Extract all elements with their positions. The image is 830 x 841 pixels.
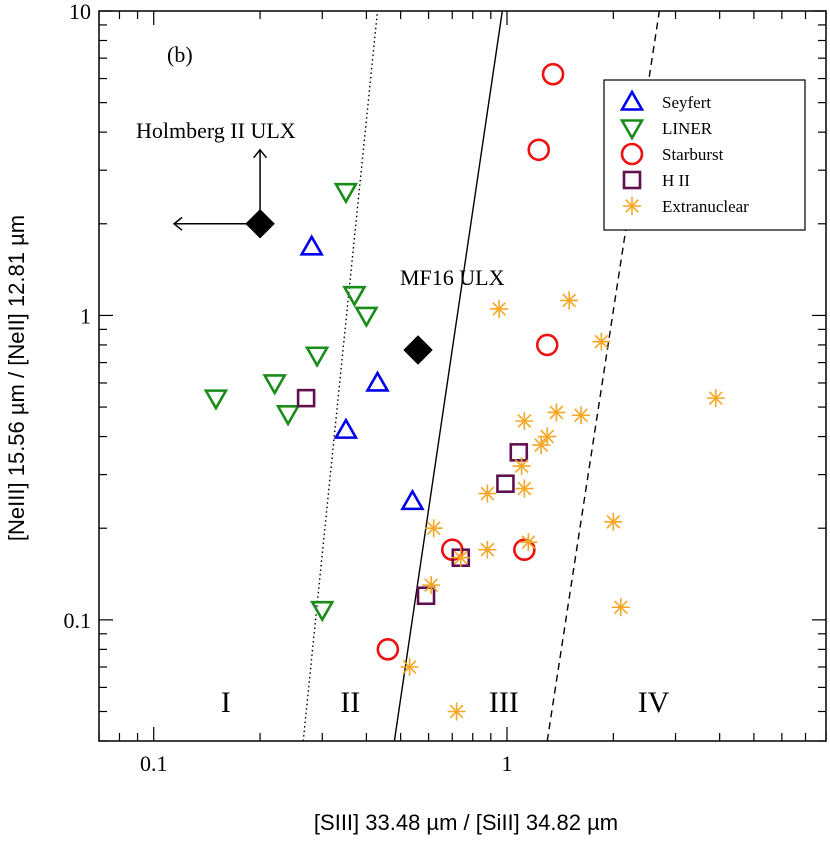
legend-marker-liner (619, 119, 645, 141)
region-label: III (489, 686, 519, 719)
ulx-label-holmberg: Holmberg II ULX (136, 118, 296, 143)
data-point-starburst (513, 538, 536, 562)
data-point-extranuclear (400, 658, 419, 677)
legend-marker-seyfert (619, 89, 645, 111)
data-point-liner (304, 346, 330, 368)
data-point-seyfert (400, 488, 425, 511)
limit-arrowhead-up (253, 148, 268, 159)
x-axis-label: [SIII] 33.48 µm / [SiII] 34.82 µm (314, 810, 618, 835)
data-point-extranuclear (611, 598, 630, 617)
data-point-extranuclear (478, 484, 497, 503)
data-point-seyfert (299, 234, 324, 256)
legend-box (603, 79, 806, 231)
boundary-line-solid (393, 10, 503, 742)
axes: 0.1 1 0.1 1 10 (64, 0, 827, 776)
region-label: I (221, 686, 231, 719)
data-point-extranuclear (422, 576, 441, 595)
plot-frame (98, 10, 827, 742)
x-tick-label: 0.1 (140, 751, 168, 776)
data-points (203, 62, 725, 721)
data-point-extranuclear (706, 389, 725, 408)
data-point-seyfert (333, 417, 359, 439)
ulx-label-mf16: MF16 ULX (400, 265, 505, 290)
data-point-extranuclear (592, 332, 611, 351)
boundary-line-dotted (302, 10, 379, 742)
legend-label: H II (662, 171, 690, 190)
data-point-liner (354, 306, 379, 329)
data-point-extranuclear (490, 299, 509, 318)
data-point-extranuclear (571, 406, 590, 425)
data-point-liner (262, 374, 287, 396)
y-axis-label: [NeIII] 15.56 µm / [NeII] 12.81 µm (4, 215, 29, 541)
data-point-liner (310, 600, 335, 623)
y-tick-label: 10 (69, 0, 91, 24)
data-point-extranuclear (519, 533, 538, 552)
legend: Seyfert LINER Starburst H II Extranuclear (603, 79, 806, 231)
legend-marker-extranuclear (623, 197, 641, 215)
chart-text: (b) [SIII] 33.48 µm / [SiII] 34.82 µm [N… (4, 42, 670, 835)
x-tick-label: 1 (501, 751, 512, 776)
region-label: IV (638, 686, 670, 719)
y-tick-label: 0.1 (64, 608, 92, 633)
panel-label: (b) (167, 42, 193, 67)
data-point-starburst (527, 138, 551, 162)
legend-label: Seyfert (662, 93, 711, 112)
data-point-starburst (541, 62, 565, 86)
data-point-starburst (376, 638, 400, 661)
data-point-h-ii (296, 388, 316, 408)
data-point-extranuclear (547, 403, 566, 422)
data-point-liner (333, 182, 359, 205)
data-point-extranuclear (532, 436, 551, 455)
data-point-extranuclear (447, 702, 466, 721)
ulx-points (172, 148, 433, 365)
ulx-point-mf16 (403, 335, 433, 365)
legend-marker-starburst (620, 142, 644, 166)
data-point-extranuclear (451, 548, 470, 567)
limit-arrowhead-left (172, 216, 183, 231)
legend-label: Starburst (662, 145, 724, 164)
data-point-extranuclear (515, 411, 534, 430)
data-point-h-ii (496, 474, 515, 494)
data-point-extranuclear (478, 540, 497, 559)
data-point-h-ii (509, 443, 529, 462)
legend-marker-h-ii (622, 170, 642, 190)
data-point-liner (342, 285, 367, 308)
y-tick-label: 1 (80, 303, 91, 328)
data-point-h-ii (416, 586, 436, 606)
data-point-seyfert (365, 370, 390, 392)
region-label: II (340, 686, 360, 719)
data-point-extranuclear (604, 512, 623, 531)
data-point-extranuclear (560, 291, 579, 310)
data-point-extranuclear (424, 519, 443, 538)
legend-label: Extranuclear (662, 197, 749, 216)
data-point-extranuclear (512, 457, 531, 476)
data-point-liner (203, 389, 229, 411)
legend-label: LINER (662, 119, 713, 138)
data-point-extranuclear (515, 479, 534, 498)
data-point-starburst (535, 333, 559, 357)
data-point-liner (275, 405, 301, 427)
